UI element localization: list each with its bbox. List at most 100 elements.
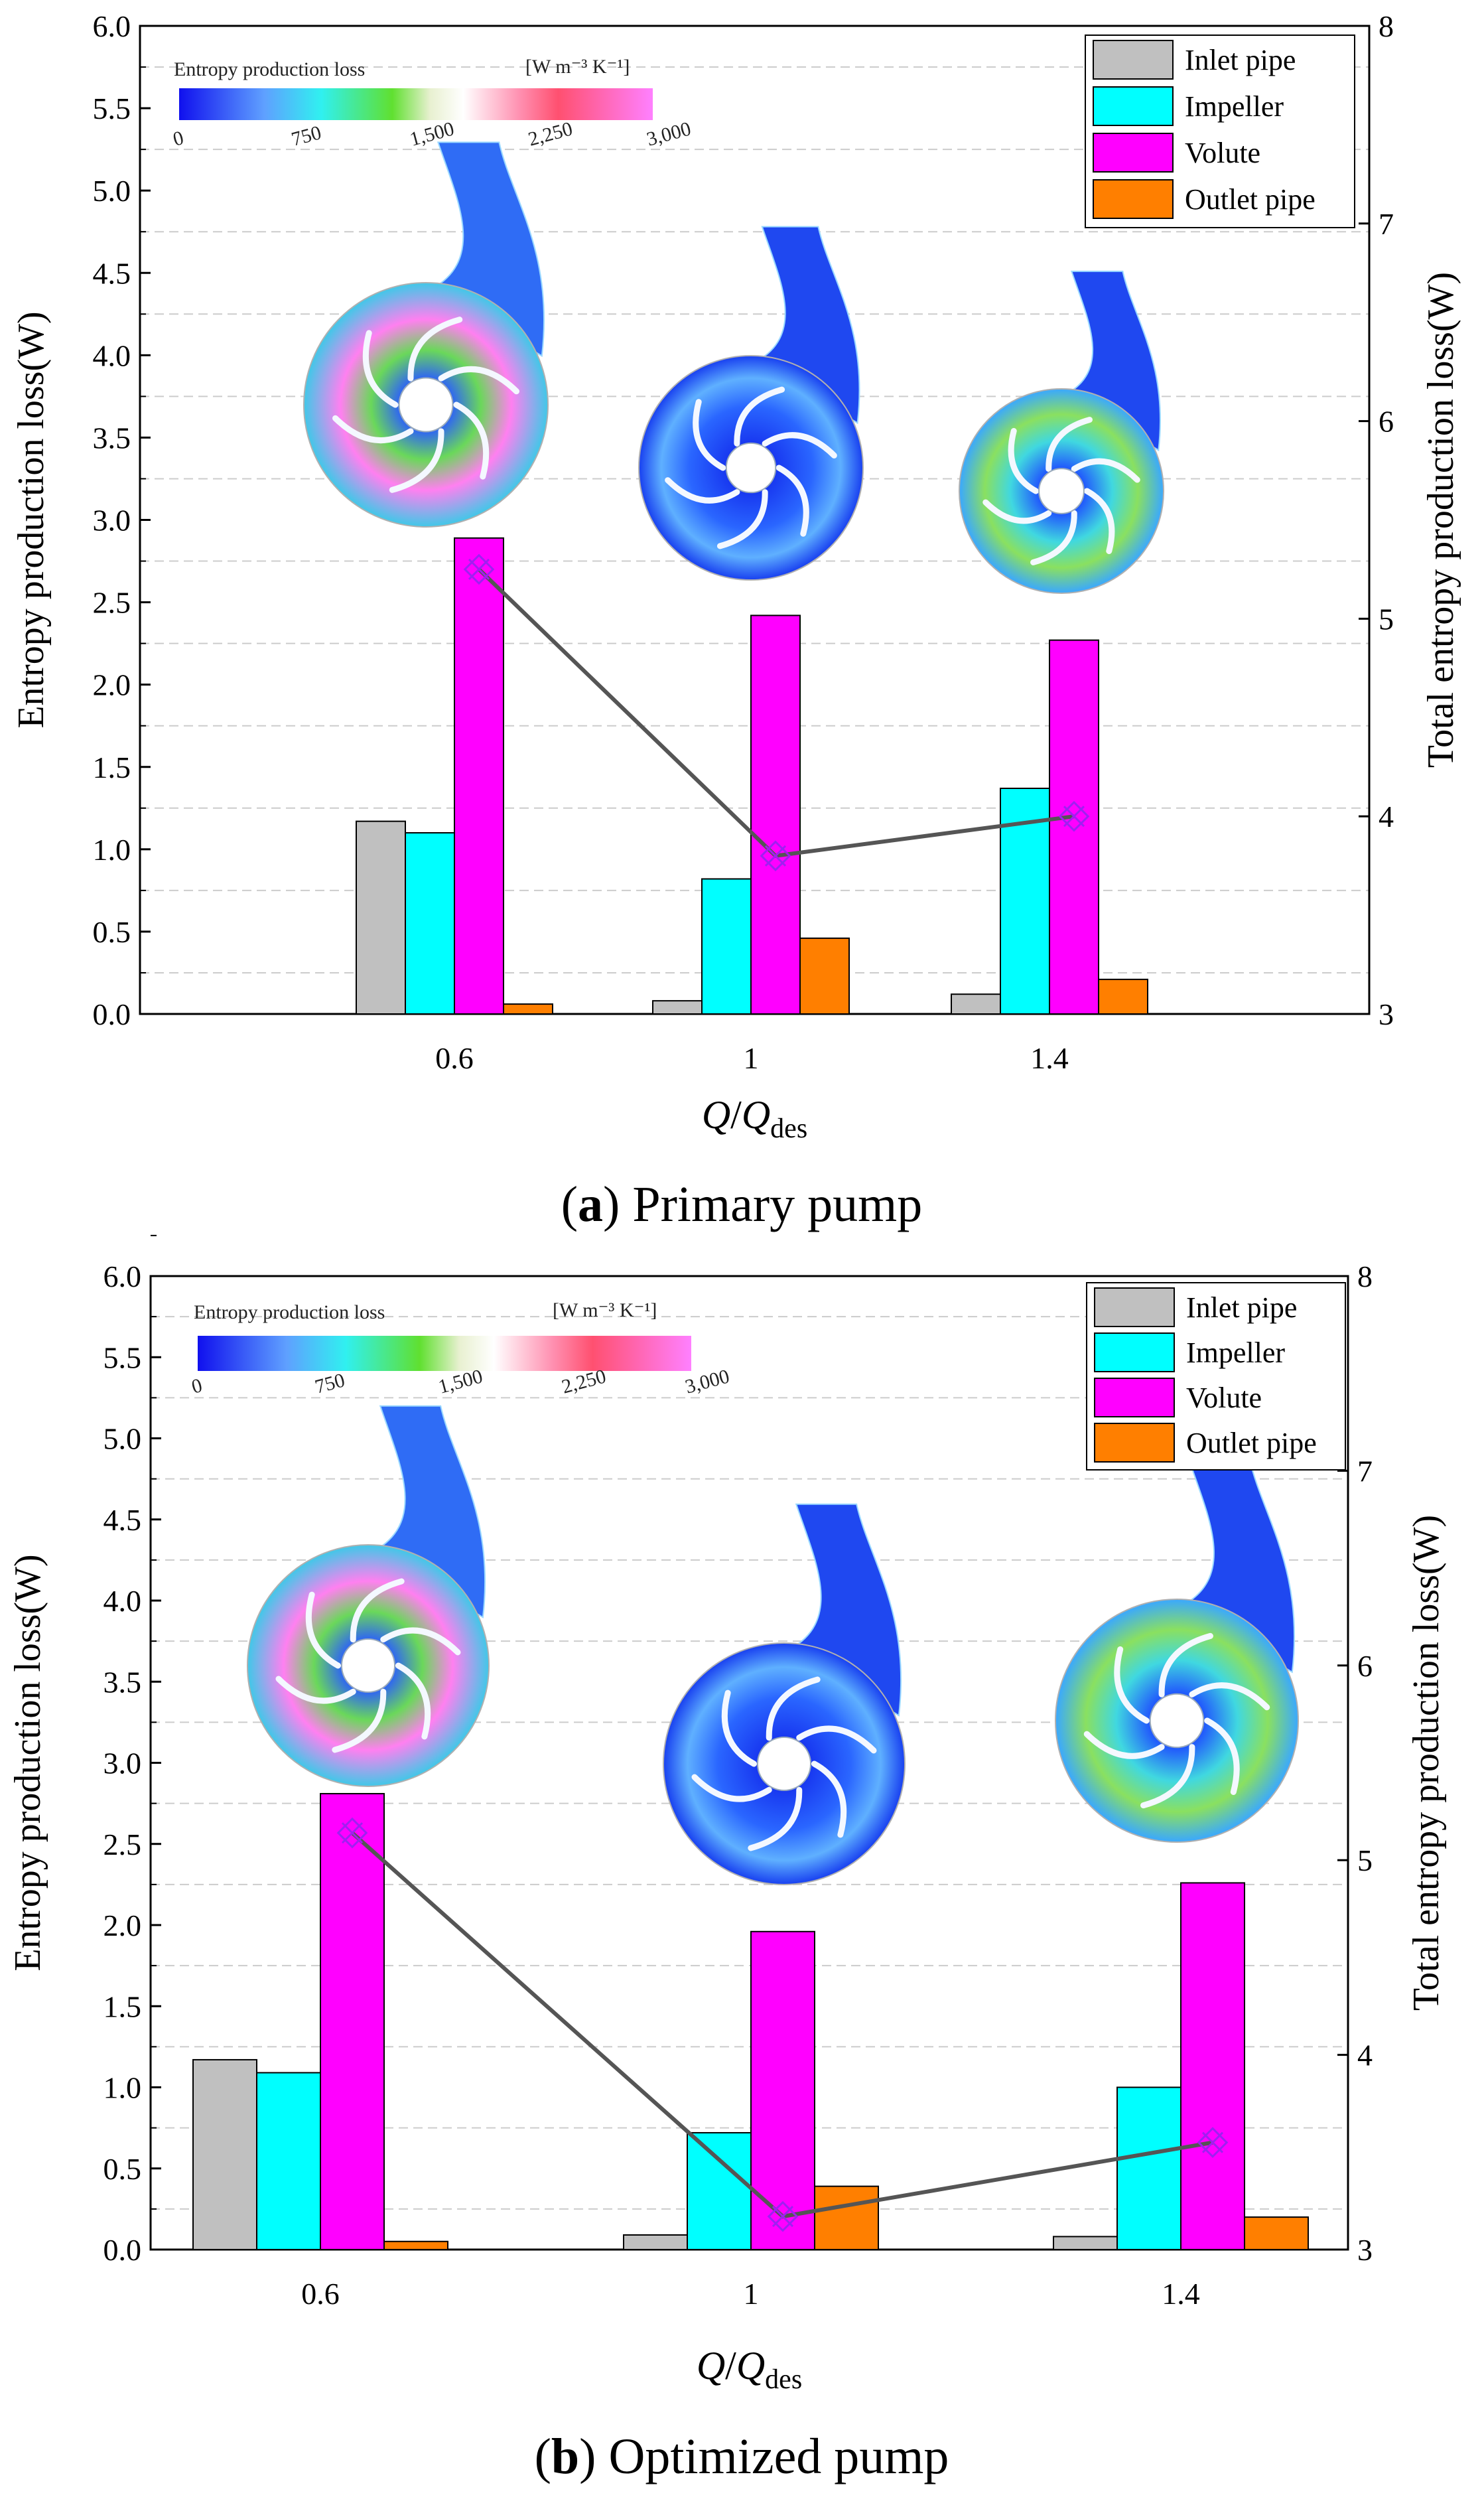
y-tick-label: 6.0 bbox=[103, 1259, 142, 1293]
pump-hub bbox=[340, 1638, 396, 1693]
y-tick-label: 1.5 bbox=[93, 751, 131, 784]
bar-impeller bbox=[687, 2131, 752, 2250]
pump-hub bbox=[725, 442, 777, 494]
bar-outlet-pipe bbox=[503, 1003, 553, 1015]
legend-swatch bbox=[1093, 86, 1174, 126]
pump-contour-image bbox=[638, 226, 864, 581]
pump-blade bbox=[766, 1676, 821, 1741]
pump-contour-image bbox=[663, 1503, 906, 1885]
x-label-q: Q bbox=[736, 2344, 765, 2388]
bar-outlet-pipe bbox=[1098, 978, 1148, 1015]
total-line-marker bbox=[336, 1817, 368, 1849]
y2-tick-label: 7 bbox=[1357, 1454, 1373, 1488]
pump-blade bbox=[1140, 1744, 1195, 1809]
pump-blade bbox=[1158, 1632, 1213, 1697]
bar-outlet-pipe bbox=[814, 2185, 879, 2251]
marker-cross bbox=[764, 845, 787, 867]
colorbar-tick-label: 2,250 bbox=[526, 117, 575, 150]
y-tick-label: 3.5 bbox=[103, 1665, 142, 1699]
bar-outlet-pipe bbox=[799, 937, 850, 1015]
chart-panel-b: 0.0 0.5 1.0 1.5 2.0 2.5 3.0 3.5 4.0 4.5 5.0 5.5 6.0 3… bbox=[7, 1234, 1447, 2484]
y-tick-label: 3.0 bbox=[103, 1747, 142, 1780]
y-tick-label: 1.0 bbox=[103, 2071, 142, 2105]
y2-tick-label: 6 bbox=[1379, 405, 1394, 439]
pump-blade bbox=[1071, 458, 1140, 483]
colorbar-tick-label: 3,000 bbox=[644, 117, 693, 150]
y-tick-label: 4.0 bbox=[93, 338, 131, 372]
y-tick-label: 0.0 bbox=[103, 2233, 142, 2267]
x-tick-label: 0.6 bbox=[301, 2277, 340, 2311]
y-tick-label: 6.0 bbox=[93, 9, 131, 43]
bar-impeller bbox=[701, 878, 752, 1015]
pump-contour-image bbox=[247, 1405, 490, 1787]
bar-volute bbox=[454, 537, 504, 1015]
pump-hub bbox=[756, 1736, 812, 1792]
pump-blade bbox=[380, 1627, 461, 1656]
total-line-marker bbox=[463, 553, 495, 585]
bar-inlet-pipe bbox=[652, 1000, 703, 1015]
pump-blade bbox=[389, 428, 444, 493]
pump-blade bbox=[1008, 428, 1039, 494]
bar-inlet-pipe bbox=[951, 993, 1001, 1015]
legend-label: Impeller bbox=[1186, 1336, 1285, 1369]
colorbar-title: Entropy production loss bbox=[194, 1301, 385, 1323]
legend-label: Volute bbox=[1185, 137, 1260, 169]
x-tick-label: 1.4 bbox=[1162, 2277, 1200, 2311]
y-tick-label: 4.0 bbox=[103, 1584, 142, 1618]
pump-blade bbox=[982, 499, 1052, 524]
figure-caption: (b) Optimized pump bbox=[535, 2429, 949, 2484]
bar-outlet-pipe bbox=[1244, 2216, 1309, 2251]
pump-blade bbox=[734, 386, 785, 447]
caption-text: Primary pump bbox=[620, 1177, 922, 1232]
bar-inlet-pipe bbox=[623, 2234, 688, 2251]
y2-tick-label: 7 bbox=[1379, 207, 1394, 241]
caption-text: Optimized pump bbox=[596, 2429, 949, 2484]
pump-blade bbox=[438, 366, 520, 395]
pump-blade bbox=[275, 1676, 356, 1704]
legend-swatch bbox=[1094, 1332, 1175, 1372]
colorbar-tick-label: 750 bbox=[289, 121, 324, 151]
bar-volute bbox=[750, 614, 801, 1015]
caption-paren: ( bbox=[535, 2429, 551, 2484]
x-label-sub: des bbox=[770, 1113, 807, 1144]
pump-blade bbox=[1030, 510, 1077, 565]
y-tick-label: 5.0 bbox=[93, 174, 131, 208]
chart-panel-a: 0.0 0.5 1.0 1.5 2.0 2.5 3.0 3.5 4.0 4.5 5.0 5.5 6.0 3… bbox=[11, 9, 1461, 1232]
total-line-marker bbox=[767, 2200, 799, 2232]
y-axis-label: Entropy production loss(W) bbox=[7, 1554, 48, 1971]
y-tick-label: 2.0 bbox=[93, 668, 131, 702]
colorbar: Entropy production loss [W m⁻³ K⁻¹]0 750 1,… bbox=[189, 1299, 732, 1398]
legend-label: Volute bbox=[1186, 1382, 1262, 1414]
colorbar-unit: [W m⁻³ K⁻¹] bbox=[553, 1299, 657, 1321]
legend-swatch bbox=[1094, 1287, 1175, 1327]
x-tick-label: 0.6 bbox=[435, 1041, 474, 1075]
y-tick-label: 5.0 bbox=[103, 1422, 142, 1456]
pump-contour-image bbox=[1055, 1459, 1299, 1843]
pump-blade bbox=[332, 415, 414, 444]
y-tick-label: 2.5 bbox=[93, 586, 131, 620]
pump-blade bbox=[407, 317, 463, 382]
bar-inlet-pipe bbox=[356, 820, 406, 1015]
bar-impeller bbox=[405, 832, 455, 1015]
x-tick-label: 1.4 bbox=[1030, 1041, 1069, 1075]
total-line-marker bbox=[760, 840, 791, 872]
caption-paren: ( bbox=[561, 1177, 578, 1232]
legend-label: Outlet pipe bbox=[1186, 1427, 1317, 1459]
y2-axis-label: Total entropy production loss(W) bbox=[1420, 272, 1461, 768]
colorbar-title: Entropy production loss bbox=[174, 58, 365, 80]
x-label-q: Q bbox=[697, 2344, 725, 2388]
marker-cross bbox=[1201, 2131, 1224, 2153]
y-tick-label: 5.5 bbox=[93, 92, 131, 125]
colorbar-unit: [W m⁻³ K⁻¹] bbox=[525, 56, 630, 78]
pump-blade bbox=[1046, 417, 1093, 472]
pump-hub bbox=[1149, 1693, 1205, 1749]
bar-volute bbox=[320, 1792, 385, 2251]
pump-blade bbox=[362, 330, 399, 408]
y-tick-label: 1.5 bbox=[103, 1989, 142, 2023]
legend-swatch bbox=[1093, 133, 1174, 173]
pump-blade bbox=[332, 1688, 387, 1753]
pump-hub bbox=[398, 377, 454, 433]
y2-tick-label: 3 bbox=[1357, 2233, 1373, 2267]
y2-axis-label: Total entropy production loss(W) bbox=[1406, 1515, 1447, 2011]
